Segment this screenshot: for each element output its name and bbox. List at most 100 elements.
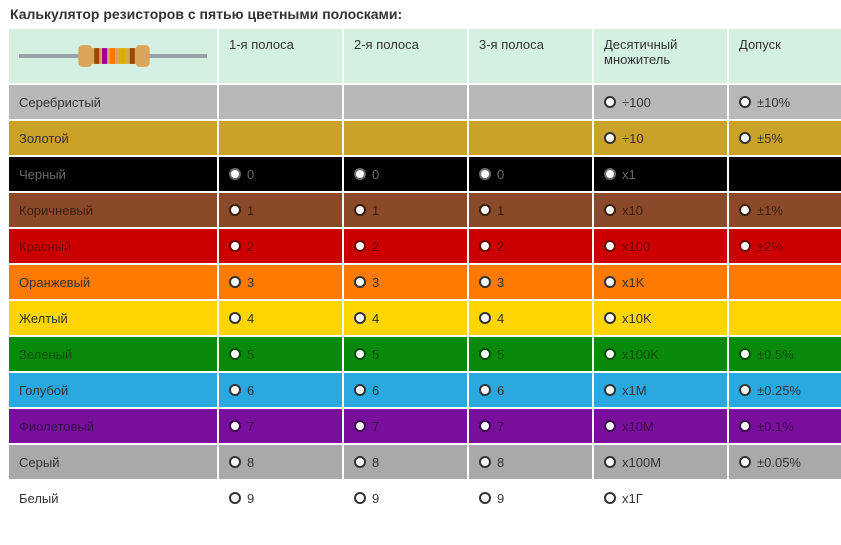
cell-band3-option[interactable]: 2	[479, 239, 582, 254]
radio-icon[interactable]	[354, 204, 366, 216]
cell-band1-option[interactable]: 9	[229, 491, 332, 506]
cell-multiplier-option[interactable]: x1M	[604, 383, 717, 398]
radio-icon[interactable]	[604, 168, 616, 180]
cell-band2-option[interactable]: 6	[354, 383, 457, 398]
radio-icon[interactable]	[229, 240, 241, 252]
radio-icon[interactable]	[739, 240, 751, 252]
cell-tolerance-option[interactable]: ±2%	[739, 239, 837, 254]
radio-icon[interactable]	[354, 240, 366, 252]
radio-icon[interactable]	[479, 168, 491, 180]
cell-band1-option[interactable]: 7	[229, 419, 332, 434]
cell-band1-option[interactable]: 6	[229, 383, 332, 398]
radio-icon[interactable]	[739, 384, 751, 396]
cell-tolerance-option[interactable]: ±0.1%	[739, 419, 837, 434]
cell-band2-option[interactable]: 2	[354, 239, 457, 254]
radio-icon[interactable]	[229, 276, 241, 288]
radio-icon[interactable]	[739, 420, 751, 432]
cell-band3-option[interactable]: 8	[479, 455, 582, 470]
cell-band1-option[interactable]: 4	[229, 311, 332, 326]
cell-multiplier-option[interactable]: x10M	[604, 419, 717, 434]
radio-icon[interactable]	[229, 348, 241, 360]
cell-band1-option[interactable]: 1	[229, 203, 332, 218]
radio-icon[interactable]	[479, 312, 491, 324]
radio-icon[interactable]	[604, 348, 616, 360]
cell-band1-option[interactable]: 0	[229, 167, 332, 182]
radio-icon[interactable]	[604, 492, 616, 504]
radio-icon[interactable]	[229, 204, 241, 216]
cell-band1-option[interactable]: 8	[229, 455, 332, 470]
cell-band1-option[interactable]: 3	[229, 275, 332, 290]
radio-icon[interactable]	[739, 96, 751, 108]
cell-band2-option[interactable]: 1	[354, 203, 457, 218]
cell-band3-option[interactable]: 3	[479, 275, 582, 290]
radio-icon[interactable]	[354, 276, 366, 288]
radio-icon[interactable]	[739, 456, 751, 468]
cell-band2-option[interactable]: 9	[354, 491, 457, 506]
cell-multiplier-option[interactable]: x100M	[604, 455, 717, 470]
radio-icon[interactable]	[479, 420, 491, 432]
cell-multiplier-option[interactable]: ÷100	[604, 95, 717, 110]
cell-band3-option[interactable]: 1	[479, 203, 582, 218]
radio-icon[interactable]	[354, 168, 366, 180]
cell-tolerance-option[interactable]: ±0.05%	[739, 455, 837, 470]
cell-multiplier-option[interactable]: ÷10	[604, 131, 717, 146]
radio-icon[interactable]	[229, 420, 241, 432]
cell-band2-option[interactable]: 4	[354, 311, 457, 326]
cell-band3-option[interactable]: 9	[479, 491, 582, 506]
radio-icon[interactable]	[739, 204, 751, 216]
cell-band2-option[interactable]: 7	[354, 419, 457, 434]
radio-icon[interactable]	[604, 420, 616, 432]
radio-icon[interactable]	[604, 96, 616, 108]
cell-band3-option[interactable]: 4	[479, 311, 582, 326]
radio-icon[interactable]	[354, 420, 366, 432]
radio-icon[interactable]	[479, 492, 491, 504]
cell-tolerance-option[interactable]: ±0.25%	[739, 383, 837, 398]
radio-icon[interactable]	[604, 312, 616, 324]
cell-band2-option[interactable]: 8	[354, 455, 457, 470]
radio-icon[interactable]	[479, 204, 491, 216]
radio-icon[interactable]	[479, 456, 491, 468]
radio-icon[interactable]	[354, 456, 366, 468]
cell-multiplier-option[interactable]: x10	[604, 203, 717, 218]
cell-band2-option[interactable]: 3	[354, 275, 457, 290]
radio-icon[interactable]	[229, 312, 241, 324]
cell-tolerance-option[interactable]: ±1%	[739, 203, 837, 218]
radio-icon[interactable]	[229, 168, 241, 180]
cell-multiplier-option[interactable]: x100	[604, 239, 717, 254]
cell-band3-option[interactable]: 0	[479, 167, 582, 182]
radio-icon[interactable]	[739, 348, 751, 360]
radio-icon[interactable]	[739, 132, 751, 144]
cell-tolerance-option[interactable]: ±0.5%	[739, 347, 837, 362]
cell-band3-option[interactable]: 5	[479, 347, 582, 362]
radio-icon[interactable]	[229, 492, 241, 504]
radio-icon[interactable]	[604, 276, 616, 288]
radio-icon[interactable]	[604, 384, 616, 396]
cell-band3-option[interactable]: 6	[479, 383, 582, 398]
cell-band2-option[interactable]: 5	[354, 347, 457, 362]
radio-icon[interactable]	[604, 456, 616, 468]
radio-icon[interactable]	[354, 312, 366, 324]
radio-icon[interactable]	[479, 240, 491, 252]
cell-band1-option[interactable]: 2	[229, 239, 332, 254]
cell-multiplier-option[interactable]: x1	[604, 167, 717, 182]
radio-icon[interactable]	[229, 456, 241, 468]
cell-tolerance-option[interactable]: ±10%	[739, 95, 837, 110]
radio-icon[interactable]	[354, 384, 366, 396]
cell-tolerance-option[interactable]: ±5%	[739, 131, 837, 146]
radio-icon[interactable]	[479, 276, 491, 288]
radio-icon[interactable]	[604, 240, 616, 252]
cell-multiplier-option[interactable]: x10K	[604, 311, 717, 326]
radio-icon[interactable]	[354, 492, 366, 504]
cell-band3-option[interactable]: 7	[479, 419, 582, 434]
cell-multiplier-option[interactable]: x1K	[604, 275, 717, 290]
radio-icon[interactable]	[604, 132, 616, 144]
radio-icon[interactable]	[479, 348, 491, 360]
radio-icon[interactable]	[479, 384, 491, 396]
radio-icon[interactable]	[229, 384, 241, 396]
cell-band2-option[interactable]: 0	[354, 167, 457, 182]
radio-icon[interactable]	[604, 204, 616, 216]
cell-band1-option[interactable]: 5	[229, 347, 332, 362]
cell-multiplier-option[interactable]: x1Г	[604, 491, 717, 506]
radio-icon[interactable]	[354, 348, 366, 360]
cell-multiplier-option[interactable]: x100K	[604, 347, 717, 362]
